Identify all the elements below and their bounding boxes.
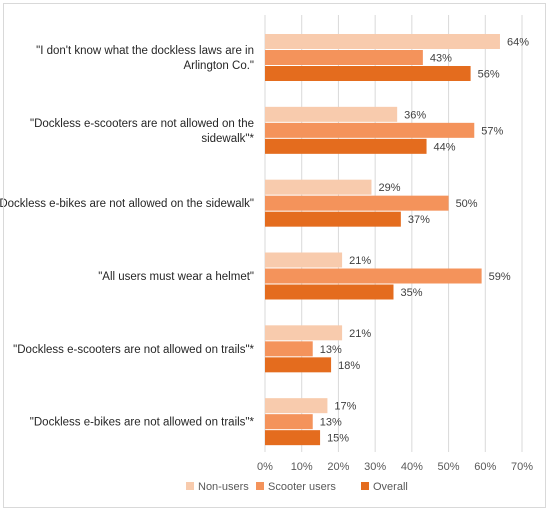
bar [265,341,313,357]
category-label: "Dockless e-bikes are not allowed on tra… [30,417,255,429]
data-label: 13% [320,417,342,429]
data-label: 56% [478,69,500,81]
data-label: 37% [408,214,430,226]
data-label: 35% [401,287,423,299]
legend-item: Non-users [186,481,249,493]
bar [265,430,321,446]
bars [265,34,500,446]
legend-label: Overall [373,481,408,493]
legend-swatch [361,482,369,490]
category-label: "All users must wear a helmet" [98,271,254,283]
data-label: 44% [434,141,456,153]
bar [265,66,471,81]
data-label: 59% [489,271,511,283]
bar [265,211,401,227]
data-label: 15% [327,433,349,445]
x-tick-label: 20% [327,461,349,473]
data-label: 13% [320,344,342,356]
bar [265,138,427,154]
bar [265,357,332,373]
legend-swatch [256,482,264,490]
category-label: "Dockless e-scooters are not allowed on … [13,344,254,356]
category-label: "I don't know what the dockless laws are… [36,45,254,72]
bar [265,398,328,414]
legend-swatch [186,482,194,490]
x-tick-label: 40% [401,461,423,473]
x-tick-label: 60% [474,461,496,473]
bar [265,106,398,122]
bar [265,252,343,268]
bar [265,179,372,195]
x-tick-label: 0% [257,461,273,473]
x-tick-label: 30% [364,461,386,473]
x-tick-label: 50% [438,461,460,473]
data-label: 64% [507,37,529,49]
legend-item: Scooter users [256,481,336,493]
bar [265,325,343,341]
data-label: 57% [481,125,503,137]
bar [265,414,313,430]
data-label: 29% [378,182,400,194]
x-axis-ticks: 0% 10% 20% 30% 40% 50% 60% 70% [257,461,533,473]
data-label: 50% [456,198,478,210]
bar [265,195,449,211]
data-labels: 64% 43% 56% 36% 57% 44% 29% 50% 37% 21% 59% 35% 21% 1… [320,37,529,445]
data-label: 18% [338,360,360,372]
bar [265,284,394,300]
category-label: "Dockless e-scooters are not allowed on … [30,118,254,145]
category-labels: "I don't know what the dockless laws are… [0,45,255,429]
category-label: "Dockless e-bikes are not allowed on the… [0,198,254,210]
bar [265,268,482,284]
data-label: 17% [334,401,356,413]
legend: Non-users Scooter users Overall [186,481,408,493]
legend-item: Overall [361,481,408,493]
legend-label: Non-users [198,481,249,493]
bar [265,50,423,65]
data-label: 21% [349,255,371,267]
data-label: 43% [430,53,452,65]
x-tick-label: 10% [291,461,313,473]
bar [265,122,475,138]
data-label: 36% [404,109,426,121]
gridlines [264,15,523,452]
bar [265,34,500,49]
data-label: 21% [349,328,371,340]
legend-label: Scooter users [268,481,336,493]
x-tick-label: 70% [511,461,533,473]
